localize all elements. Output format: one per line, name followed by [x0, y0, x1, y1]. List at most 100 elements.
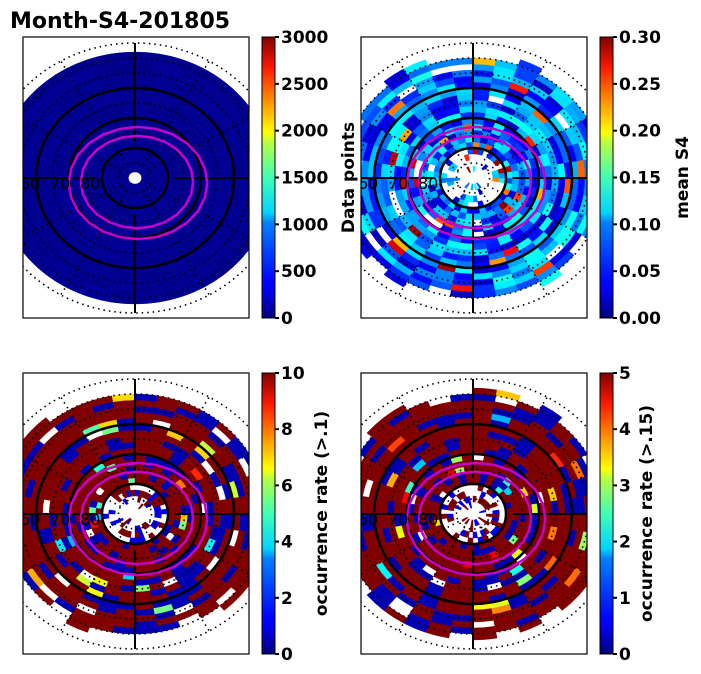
heatmap-cell [492, 509, 500, 515]
panel-bottom-left: 60 70 80 0 2 4 6 8 10 occurrence rate (>.1) [5, 364, 332, 665]
heatmap-cell [473, 519, 478, 527]
heatmap-cell [361, 564, 365, 574]
colorbar-label: occurrence rate (>.1) [312, 411, 332, 616]
heatmap-cell [472, 195, 478, 203]
grid-meridian [60, 190, 128, 296]
oval-contour [79, 470, 195, 566]
heatmap-cell [544, 165, 553, 179]
heatmap-cell [544, 501, 553, 515]
heatmap-cell [361, 228, 365, 238]
colorbar-tick-label: 500 [281, 262, 317, 282]
heatmap-cell [590, 494, 598, 514]
grid-meridian [398, 526, 466, 632]
heatmap-cell [119, 248, 136, 257]
heatmap-cell [459, 578, 474, 587]
heatmap-cell [5, 473, 17, 494]
colorbar-tick-label: 0.10 [619, 215, 661, 235]
heatmap-cell [464, 182, 470, 189]
latitude-label: 60 [358, 174, 378, 193]
grid-circle [117, 162, 153, 194]
heatmap-cell [65, 617, 91, 633]
heatmap-cell [489, 501, 499, 509]
heatmap-cell [3, 178, 12, 199]
heatmap-cell [212, 164, 222, 179]
heatmap-cell [361, 241, 373, 260]
heatmap-cell [134, 105, 149, 114]
heatmap-cell [28, 417, 51, 438]
panel-top-right: 60 70 80 0.00 0.05 0.10 0.15 0.20 0.25 0.30 mean S… [358, 28, 693, 329]
heatmap-cell [134, 213, 144, 221]
heatmap-cell [478, 509, 487, 514]
colorbar-tick-label: 0.20 [619, 122, 661, 142]
heatmap-cell [245, 495, 249, 515]
heatmap-cell [590, 158, 598, 178]
heatmap-cell [23, 118, 27, 128]
heatmap-cell [464, 518, 470, 525]
heatmap-cell [23, 454, 27, 464]
heatmap-cell [459, 105, 474, 114]
heatmap-cell [138, 503, 144, 510]
heatmap-cell [581, 224, 587, 239]
colorbar-tick-label: 3 [619, 476, 631, 496]
grid-circle [455, 162, 491, 194]
heatmap-cell [134, 242, 149, 251]
heatmap-cell [348, 514, 356, 534]
grid-meridian [60, 526, 128, 632]
heatmap-cell [495, 389, 521, 402]
heatmap-cell [406, 400, 431, 416]
heatmap-cell [343, 555, 359, 577]
colorbar-tick-label: 0.30 [619, 28, 661, 48]
plot-frame [360, 36, 588, 319]
heatmap-cell [472, 441, 487, 450]
heatmap-cell [337, 471, 349, 493]
heatmap-cell [464, 549, 474, 557]
heatmap-cell [517, 59, 543, 75]
heatmap-cell [0, 199, 11, 221]
heatmap-cell [197, 601, 221, 619]
heatmap-cell [245, 159, 249, 179]
heatmap-cell [23, 549, 24, 552]
oval-contour [405, 461, 547, 577]
heatmap-cell [470, 519, 474, 527]
heatmap-cell [383, 269, 408, 288]
heatmap-cell [243, 453, 249, 468]
heatmap-cell [366, 590, 389, 611]
heatmap-cell [121, 105, 136, 114]
colorbar: 0.00 0.05 0.10 0.15 0.20 0.25 0.30 mean S4 [599, 28, 693, 329]
heatmap-cell [361, 570, 378, 592]
cross-axes [361, 43, 587, 313]
colorbar-tick-label: 0.15 [619, 169, 661, 189]
colorbar-gradient [261, 372, 276, 655]
colorbar-tick-label: 2 [281, 589, 293, 609]
latitude-label: 70 [388, 510, 408, 529]
heatmap-cell [452, 177, 461, 182]
heatmap-cell [243, 224, 249, 239]
latitude-label: 70 [50, 510, 70, 529]
heatmap-cell [461, 516, 469, 522]
grid-meridian [480, 190, 548, 296]
heatmap-cell [230, 436, 249, 458]
heatmap-cell [121, 578, 136, 587]
latitude-label: 80 [80, 174, 100, 193]
heatmap-cell [482, 519, 491, 526]
heatmap-cell [568, 100, 587, 122]
panel-bottom-right: 60 70 80 0 1 2 3 4 5 occurrence rate (>.15) [337, 364, 657, 665]
colorbar-tick-label: 6 [281, 476, 293, 496]
plot-area: 60 70 80 [0, 42, 249, 314]
heatmap-cell [383, 605, 408, 624]
grid-meridian [398, 396, 466, 502]
heatmap-cell [472, 105, 487, 114]
colorbar-tick-label: 0.05 [619, 262, 661, 282]
heatmap-cell [403, 59, 429, 75]
latitude-label: 60 [20, 174, 40, 193]
oval-contour [79, 134, 195, 230]
colorbar-tick-label: 2 [619, 533, 631, 553]
heatmap-cell [581, 117, 587, 132]
heatmap-cell [472, 99, 489, 108]
plot-frame [22, 36, 250, 319]
heatmap-cell [3, 157, 12, 178]
heatmap-cell [468, 501, 473, 509]
heatmap-cell [511, 177, 520, 186]
plot-area: 60 70 80 [337, 378, 598, 650]
plot-area: 60 70 80 [5, 378, 249, 650]
